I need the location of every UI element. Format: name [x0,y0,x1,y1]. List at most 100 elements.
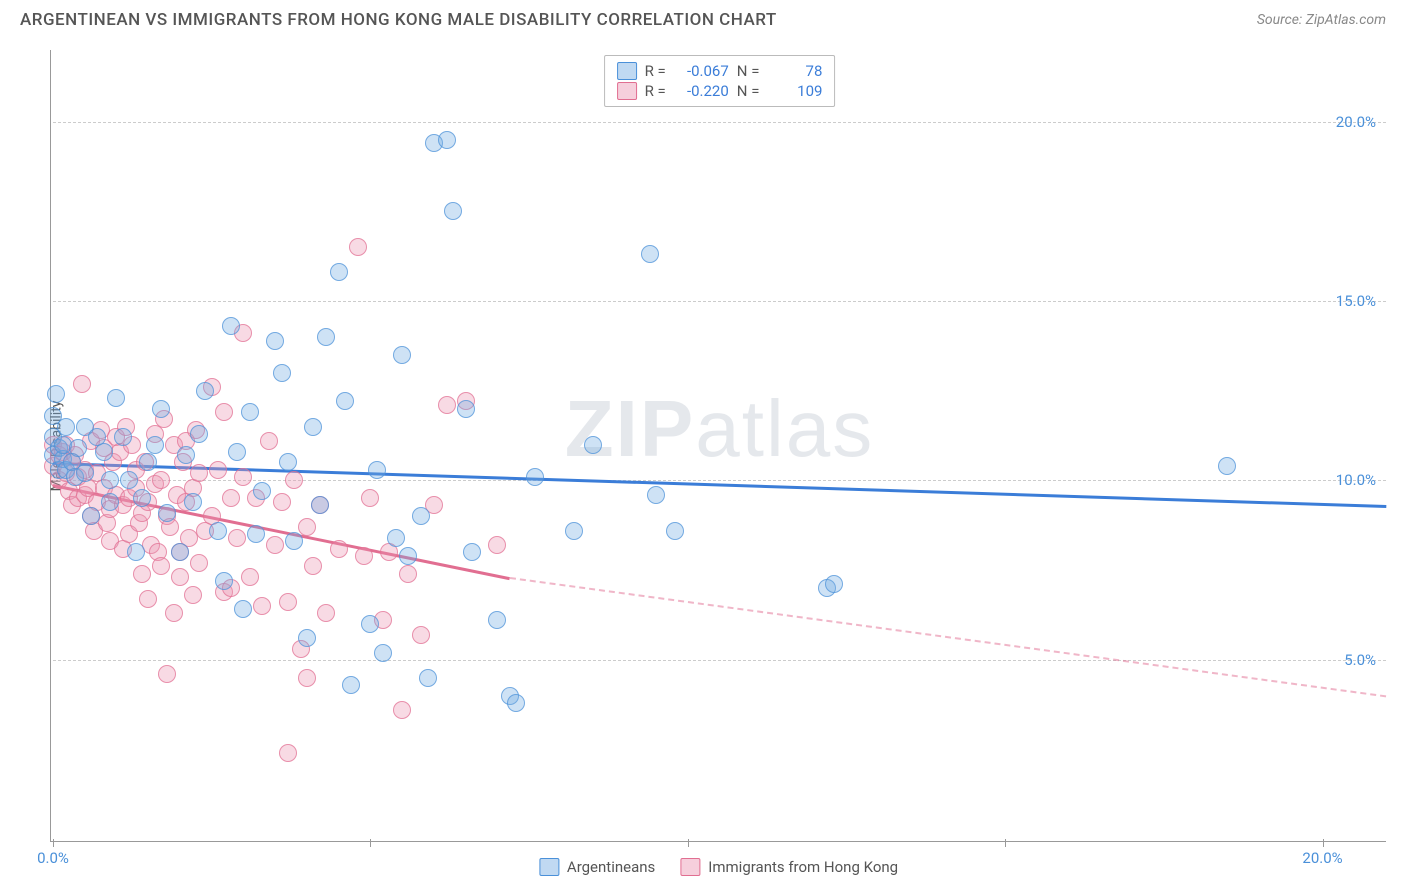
data-point [419,669,437,687]
gridline [53,301,1386,302]
data-point [266,332,284,350]
legend-item-argentineans: Argentineans [539,858,655,876]
data-point [488,611,506,629]
data-point [399,547,417,565]
swatch-pink-icon [617,82,637,100]
data-point [101,493,119,511]
data-point [641,245,659,263]
legend-label-1: Argentineans [567,858,655,876]
swatch-pink-icon [680,858,700,876]
data-point [336,392,354,410]
data-point [273,493,291,511]
data-point [279,453,297,471]
bottom-legend: Argentineans Immigrants from Hong Kong [539,858,898,876]
swatch-blue-icon [539,858,559,876]
n-label: N = [737,62,760,80]
stats-row-hongkong: R = -0.220 N = 109 [617,81,823,101]
data-point [393,346,411,364]
data-point [234,468,252,486]
data-point [361,615,379,633]
data-point [298,629,316,647]
n-value-1: 78 [767,62,822,80]
data-point [330,540,348,558]
r-label-2: R = [645,82,666,100]
data-point [190,554,208,572]
r-value-1: -0.067 [674,62,729,80]
data-point [666,522,684,540]
x-tick-mark [53,839,54,847]
data-point [241,403,259,421]
source-label: Source: ZipAtlas.com [1257,12,1386,28]
data-point [171,568,189,586]
data-point [76,464,94,482]
data-point [133,489,151,507]
data-point [114,428,132,446]
data-point [526,468,544,486]
x-tick-mark [1005,839,1006,847]
data-point [152,557,170,575]
data-point [120,471,138,489]
data-point [146,436,164,454]
data-point [101,471,119,489]
data-point [190,425,208,443]
stats-row-argentineans: R = -0.067 N = 78 [617,61,823,81]
trend-line [510,577,1386,697]
data-point [209,522,227,540]
data-point [279,744,297,762]
data-point [304,418,322,436]
data-point [171,543,189,561]
data-point [330,263,348,281]
legend-item-hongkong: Immigrants from Hong Kong [680,858,898,876]
data-point [349,238,367,256]
data-point [253,482,271,500]
data-point [412,507,430,525]
data-point [565,522,583,540]
legend-label-2: Immigrants from Hong Kong [708,858,898,876]
r-label: R = [645,62,666,80]
gridline [53,660,1386,661]
data-point [47,385,65,403]
chart-title: ARGENTINEAN VS IMMIGRANTS FROM HONG KONG… [20,10,777,30]
data-point [73,375,91,393]
data-point [82,507,100,525]
data-point [165,604,183,622]
n-value-2: 109 [767,82,822,100]
data-point [317,604,335,622]
data-point [438,131,456,149]
data-point [177,446,195,464]
data-point [209,461,227,479]
x-tick-mark [688,839,689,847]
data-point [184,493,202,511]
stats-box: R = -0.067 N = 78 R = -0.220 N = 109 [604,55,836,107]
data-point [507,694,525,712]
data-point [241,568,259,586]
data-point [285,532,303,550]
data-point [412,626,430,644]
data-point [647,486,665,504]
watermark-suffix: atlas [695,384,874,473]
data-point [95,443,113,461]
x-tick-mark [370,839,371,847]
data-point [158,504,176,522]
data-point [127,543,145,561]
data-point [215,403,233,421]
data-point [228,529,246,547]
data-point [253,597,271,615]
data-point [266,536,284,554]
data-point [273,364,291,382]
r-value-2: -0.220 [674,82,729,100]
data-point [825,575,843,593]
data-point [190,464,208,482]
data-point [457,400,475,418]
x-tick-label: 20.0% [1302,849,1342,867]
watermark-prefix: ZIP [565,384,695,473]
n-label-2: N = [737,82,760,100]
data-point [342,676,360,694]
data-point [234,600,252,618]
plot-area: ZIPatlas R = -0.067 N = 78 R = -0.220 N … [53,50,1386,839]
data-point [222,489,240,507]
y-tick-label: 10.0% [1336,471,1376,489]
gridline [53,122,1386,123]
data-point [304,557,322,575]
data-point [311,496,329,514]
